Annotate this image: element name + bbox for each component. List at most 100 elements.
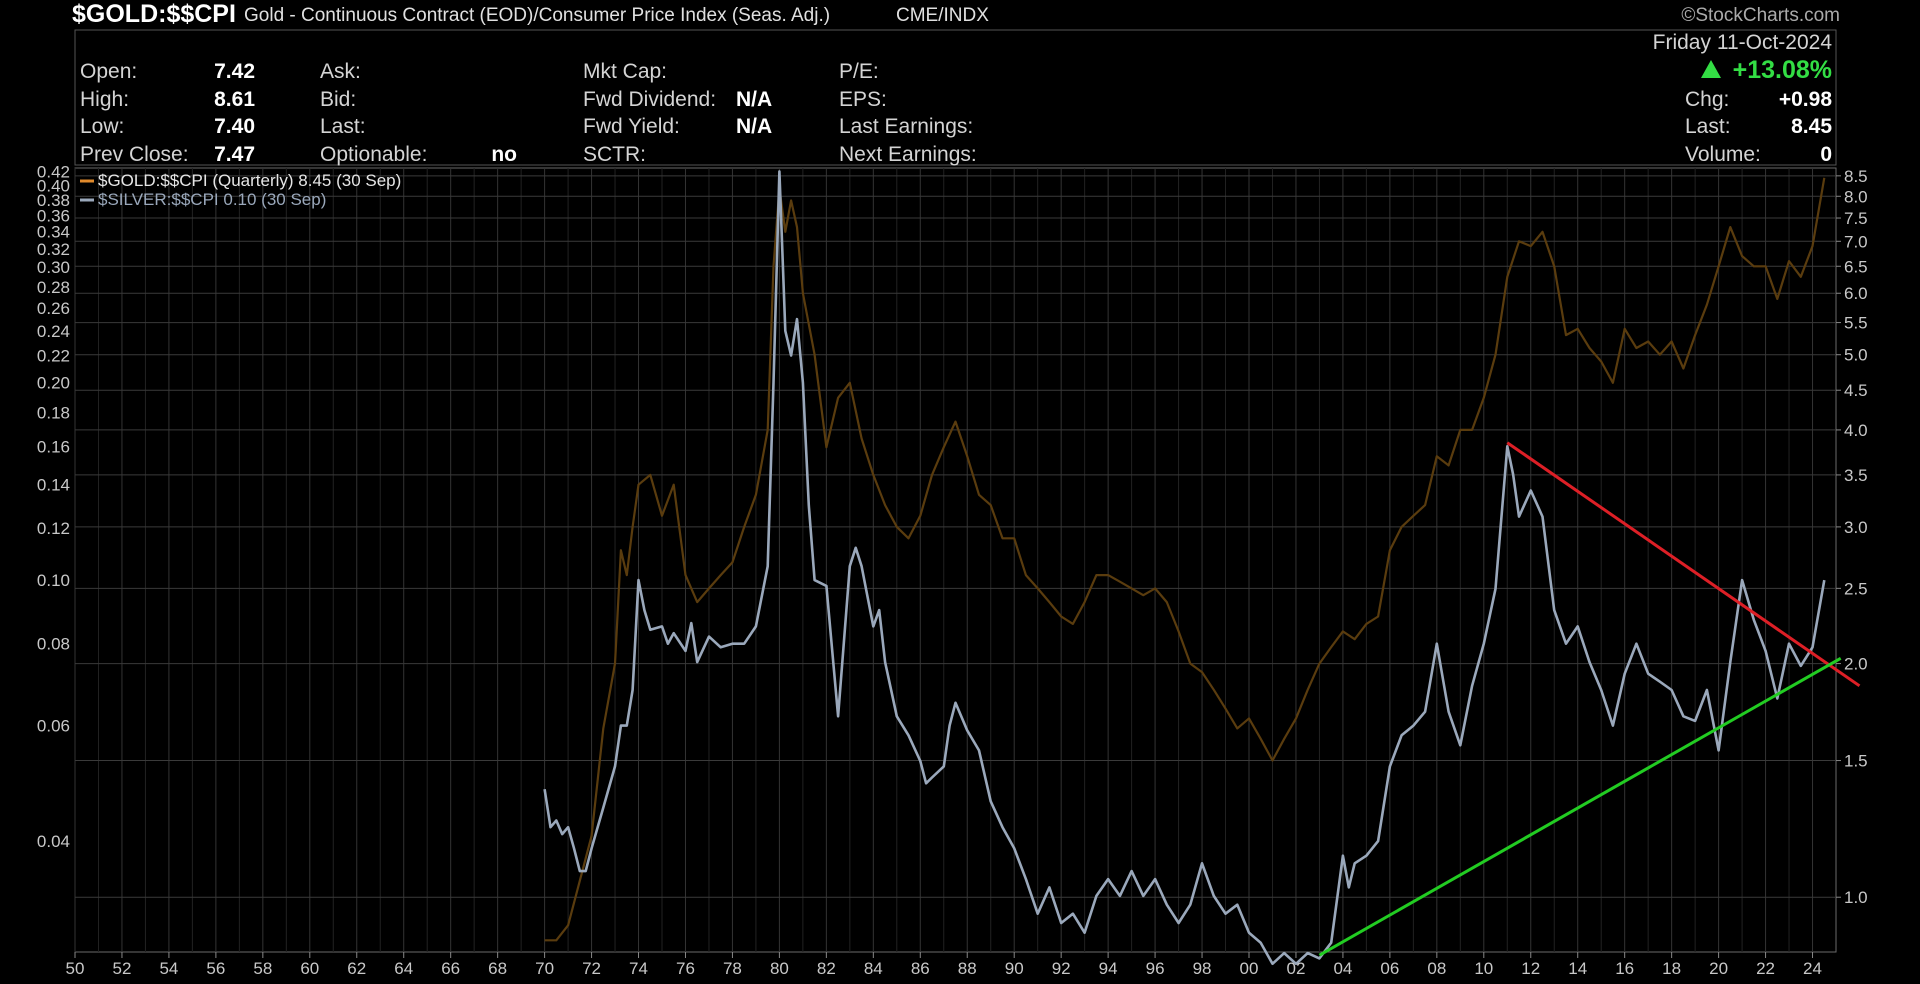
y-left-tick-label: 0.30 bbox=[37, 258, 70, 277]
trendline-layer bbox=[1318, 441, 1861, 957]
exchange-label: CME/INDX bbox=[896, 5, 989, 26]
quote-label-1-0: Ask: bbox=[320, 60, 361, 83]
x-tick-label-20: 20 bbox=[1709, 959, 1728, 978]
quote-label-4-0: Chg: bbox=[1685, 88, 1729, 111]
triangle-up-icon bbox=[1701, 60, 1721, 78]
y-left-tick-label: 0.06 bbox=[37, 717, 70, 736]
y-right-tick-label: 2.5 bbox=[1844, 579, 1868, 598]
y-right-tick-label: 6.0 bbox=[1844, 284, 1868, 303]
x-tick-label-04: 04 bbox=[1333, 959, 1352, 978]
x-tick-label-70: 70 bbox=[535, 959, 554, 978]
x-tick-label-22: 22 bbox=[1756, 959, 1775, 978]
legend-entry-1: $SILVER:$$CPI 0.10 (30 Sep) bbox=[98, 190, 326, 209]
quote-value-4-0: +0.98 bbox=[1779, 88, 1832, 111]
x-tick-label-10: 10 bbox=[1474, 959, 1493, 978]
quote-label-2-1: Fwd Dividend: bbox=[583, 88, 716, 111]
y-left-tick-label: 0.38 bbox=[37, 191, 70, 210]
y-right-tick-label: 3.0 bbox=[1844, 518, 1868, 537]
series-layer bbox=[543, 170, 1826, 966]
x-tick-label-52: 52 bbox=[112, 959, 131, 978]
quote-label-2-0: Mkt Cap: bbox=[583, 60, 667, 83]
date-label: Friday 11-Oct-2024 bbox=[1653, 31, 1833, 54]
quote-panel: Open: 7.42 High: 8.61 Low: 7.40 Prev Close: 7.4… bbox=[74, 29, 1837, 166]
x-tick-label-06: 06 bbox=[1380, 959, 1399, 978]
y-left-tick-label: 0.22 bbox=[37, 347, 70, 366]
y-right-tick-label: 5.5 bbox=[1844, 314, 1868, 333]
series-line-gold-cpi bbox=[544, 177, 1826, 942]
y-left-tick-label: 0.20 bbox=[37, 374, 70, 393]
y-left-tick-label: 0.08 bbox=[37, 635, 70, 654]
y-left-tick-label: 0.18 bbox=[37, 404, 70, 423]
y-left-tick-label: 0.42 bbox=[37, 162, 70, 181]
y-axis-left: 0.04 0.06 0.08 0.10 0.12 0.14 0.16 0.18 0.20 0.22… bbox=[37, 162, 70, 851]
x-tick-label-16: 16 bbox=[1615, 959, 1634, 978]
quote-value-0-2: 7.40 bbox=[214, 115, 255, 138]
quote-label-2-3: SCTR: bbox=[583, 143, 646, 166]
y-left-tick-label: 0.36 bbox=[37, 206, 70, 225]
y-right-tick-label: 8.5 bbox=[1844, 167, 1868, 186]
quote-label-3-1: EPS: bbox=[839, 88, 887, 111]
quote-label-1-3: Optionable: bbox=[320, 143, 427, 166]
x-tick-label-24: 24 bbox=[1803, 959, 1822, 978]
y-left-tick-label: 0.04 bbox=[37, 832, 70, 851]
y-left-tick-label: 0.26 bbox=[37, 299, 70, 318]
quote-label-1-2: Last: bbox=[320, 115, 366, 138]
x-tick-label-96: 96 bbox=[1146, 959, 1165, 978]
x-tick-label-94: 94 bbox=[1099, 959, 1118, 978]
x-tick-label-00: 00 bbox=[1240, 959, 1259, 978]
x-tick-label-76: 76 bbox=[676, 959, 695, 978]
x-tick-label-78: 78 bbox=[723, 959, 742, 978]
y-left-tick-label: 0.16 bbox=[37, 437, 70, 456]
y-right-tick-label: 4.0 bbox=[1844, 421, 1868, 440]
x-tick-label-54: 54 bbox=[159, 959, 178, 978]
resistance-trendline bbox=[1506, 441, 1861, 688]
x-tick-label-68: 68 bbox=[488, 959, 507, 978]
y-left-tick-label: 0.40 bbox=[37, 176, 70, 195]
x-tick-label-90: 90 bbox=[1005, 959, 1024, 978]
x-tick-label-86: 86 bbox=[911, 959, 930, 978]
grid bbox=[74, 168, 1836, 952]
x-tick-label-84: 84 bbox=[864, 959, 883, 978]
quote-label-2-2: Fwd Yield: bbox=[583, 115, 680, 138]
y-right-tick-label: 2.0 bbox=[1844, 655, 1868, 674]
y-right-tick-label: 3.5 bbox=[1844, 466, 1868, 485]
x-tick-label-50: 50 bbox=[66, 959, 85, 978]
x-tick-label-92: 92 bbox=[1052, 959, 1071, 978]
quote-label-4-2: Volume: bbox=[1685, 143, 1761, 166]
x-tick-label-64: 64 bbox=[394, 959, 413, 978]
y-right-tick-label: 5.0 bbox=[1844, 346, 1868, 365]
y-left-tick-label: 0.14 bbox=[37, 475, 70, 494]
quote-value-4-1: 8.45 bbox=[1791, 115, 1832, 138]
y-left-tick-label: 0.12 bbox=[37, 519, 70, 538]
y-left-tick-label: 0.10 bbox=[37, 571, 70, 590]
quote-panel-border bbox=[74, 29, 1837, 166]
x-tick-label-58: 58 bbox=[253, 959, 272, 978]
x-tick-label-12: 12 bbox=[1521, 959, 1540, 978]
x-tick-label-08: 08 bbox=[1427, 959, 1446, 978]
y-right-tick-label: 8.0 bbox=[1844, 187, 1868, 206]
x-tick-label-98: 98 bbox=[1193, 959, 1212, 978]
quote-value-0-1: 8.61 bbox=[214, 88, 255, 111]
quote-value-0-3: 7.47 bbox=[214, 143, 255, 166]
quote-value-4-2: 0 bbox=[1820, 143, 1832, 166]
legend: $GOLD:$$CPI (Quarterly) 8.45 (30 Sep)$SI… bbox=[80, 171, 401, 209]
quote-label-3-2: Last Earnings: bbox=[839, 115, 973, 138]
y-left-tick-label: 0.24 bbox=[37, 322, 70, 341]
y-axis-right: 1.0 1.5 2.0 2.5 3.0 3.5 4.0 4.5 5.0 5.5 6.0 6.5 7.0 7… bbox=[1836, 167, 1868, 907]
y-right-tick-label: 7.5 bbox=[1844, 209, 1868, 228]
y-right-tick-label: 1.0 bbox=[1844, 888, 1868, 907]
x-tick-label-60: 60 bbox=[300, 959, 319, 978]
quote-label-0-3: Prev Close: bbox=[80, 143, 189, 166]
x-tick-label-66: 66 bbox=[441, 959, 460, 978]
x-tick-label-80: 80 bbox=[770, 959, 789, 978]
quote-value-1-3: no bbox=[491, 143, 517, 166]
symbol-description: Gold - Continuous Contract (EOD)/Consume… bbox=[244, 5, 830, 26]
x-tick-label-02: 02 bbox=[1286, 959, 1305, 978]
x-tick-label-14: 14 bbox=[1568, 959, 1587, 978]
support-trendline bbox=[1318, 656, 1842, 957]
quote-label-0-1: High: bbox=[80, 88, 129, 111]
quote-label-0-2: Low: bbox=[80, 115, 124, 138]
y-left-tick-label: 0.34 bbox=[37, 223, 70, 242]
